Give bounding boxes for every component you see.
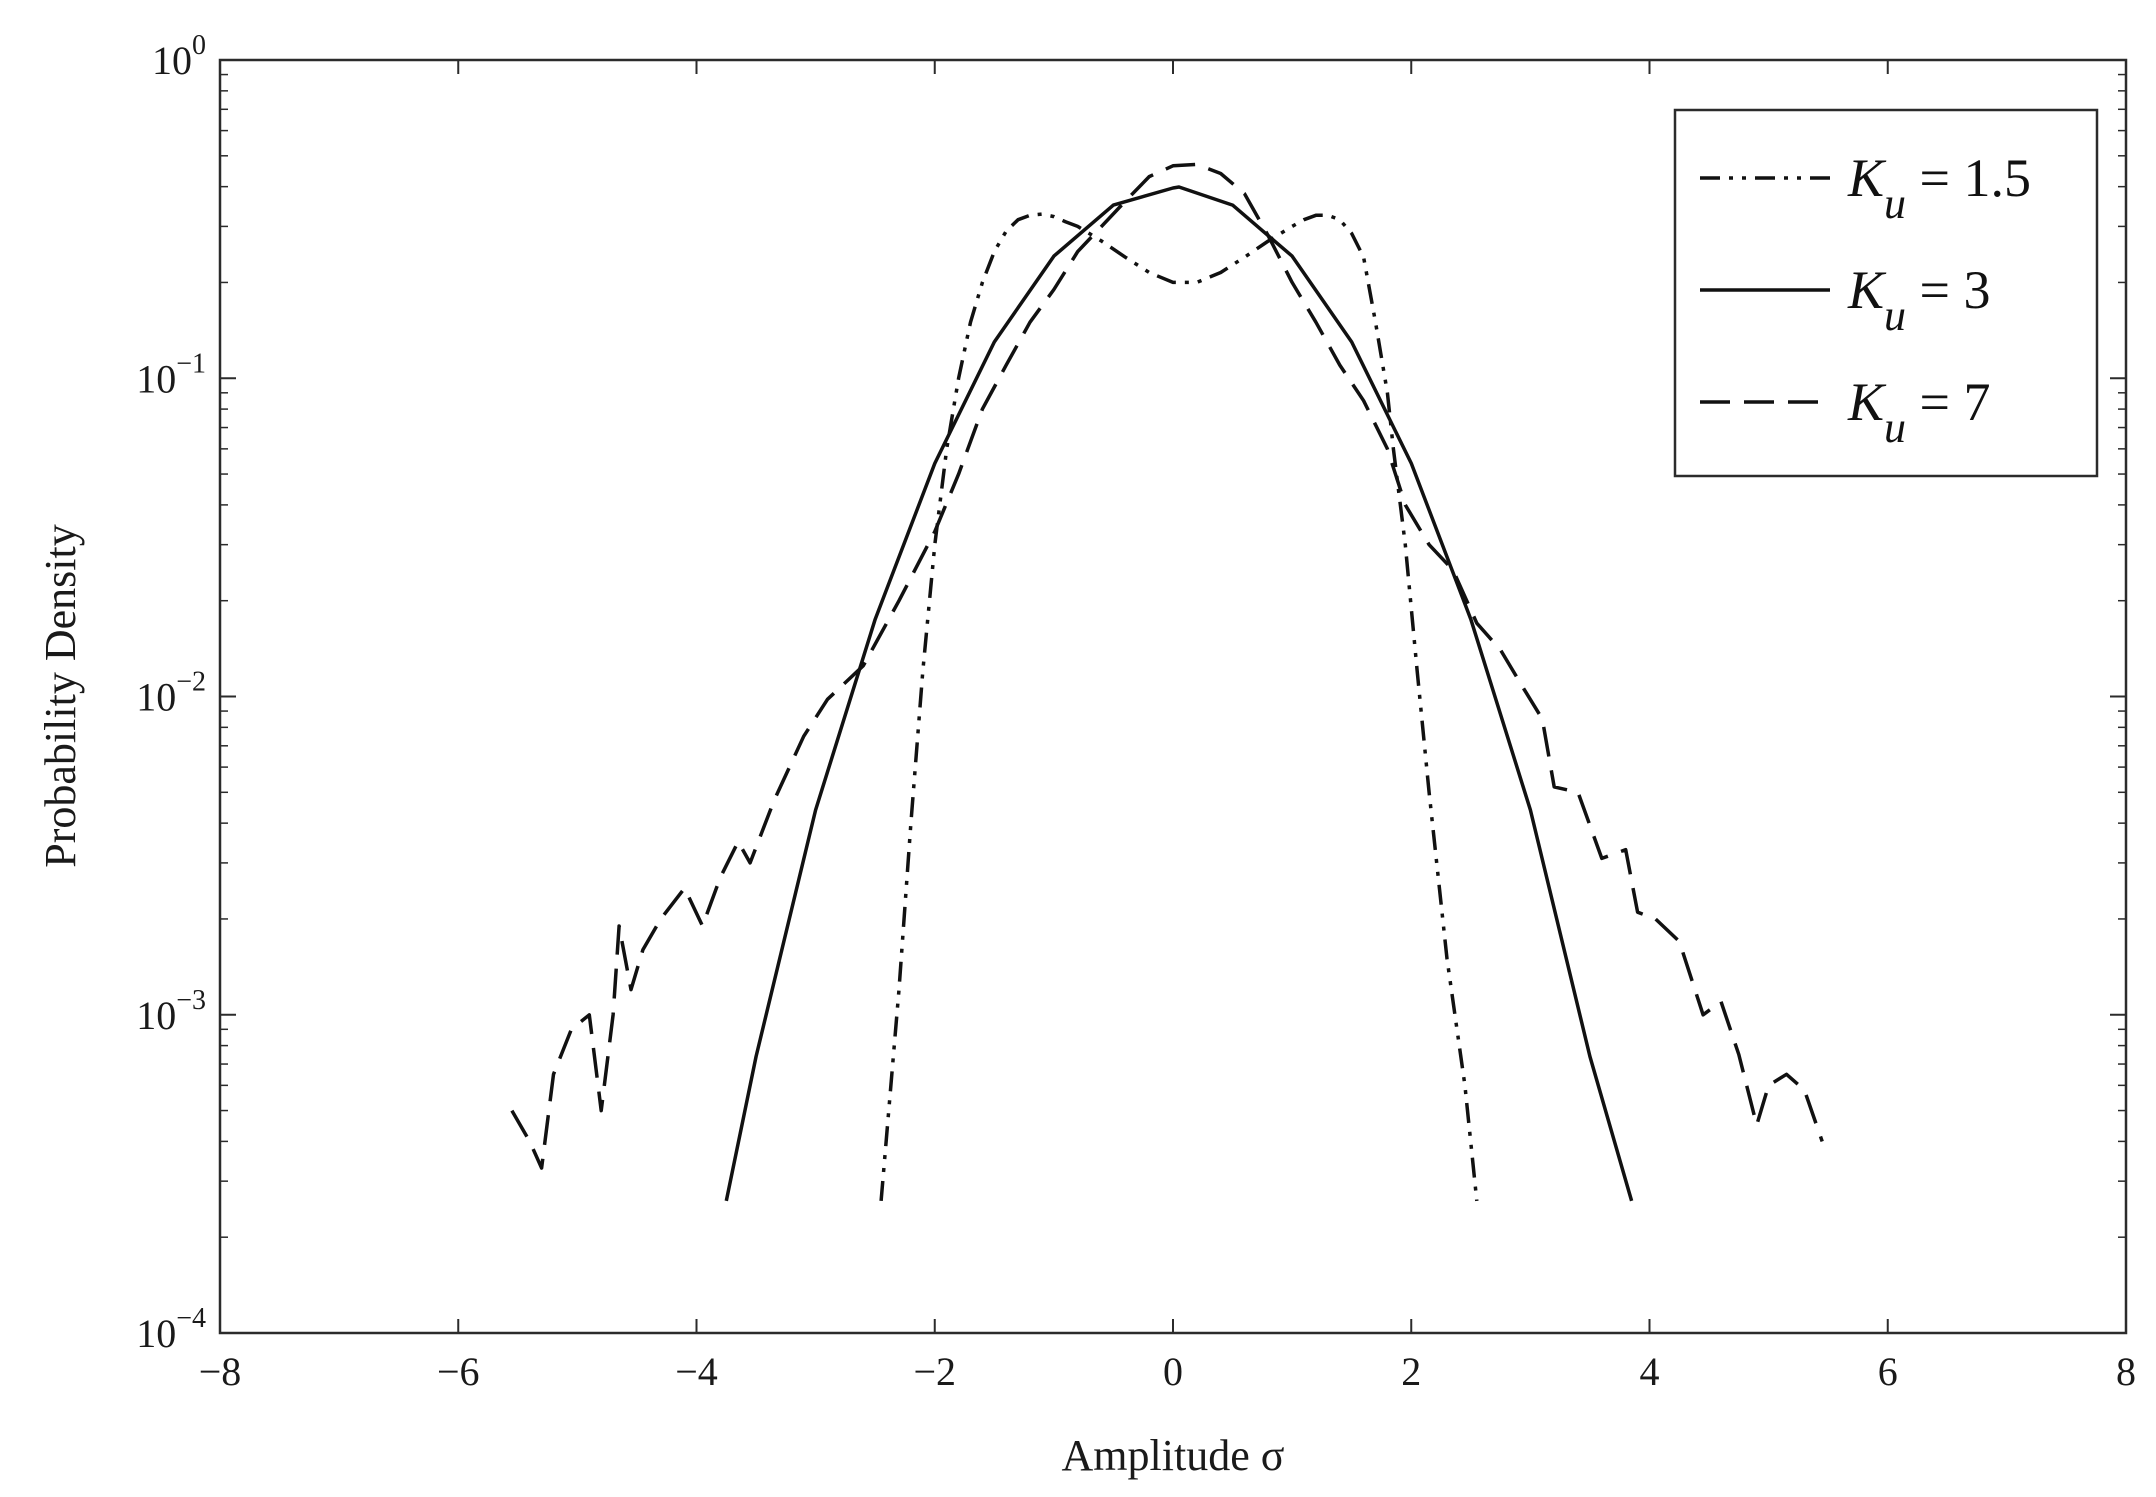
y-tick-base: 10 [136,356,176,401]
y-tick-label: 10−4 [136,1303,206,1356]
x-axis-title: Amplitude σ [1062,1431,1285,1480]
y-tick-base: 10 [136,675,176,720]
legend-label: Ku = 7 [1847,372,1991,452]
series-line-3 [510,162,1824,1170]
x-tick-label: 4 [1640,1349,1660,1394]
y-tick-label: 100 [152,30,206,83]
legend-subscript: u [1884,291,1906,340]
series-layer [510,162,1824,1202]
legend-value: = 7 [1906,372,1990,432]
x-tick-label: 6 [1878,1349,1898,1394]
x-tick-label: 8 [2116,1349,2136,1394]
x-tick-label: −2 [913,1349,956,1394]
legend-label: Ku = 3 [1847,260,1991,340]
legend-label: Ku = 1.5 [1847,148,2031,228]
y-tick-exponent: −2 [176,667,206,698]
legend-box [1673,108,2099,478]
legend-subscript: u [1884,179,1906,228]
y-tick-base: 10 [136,1311,176,1356]
legend-entries: Ku = 1.5Ku = 3Ku = 7 [1700,148,2031,452]
x-tick-label: −4 [675,1349,718,1394]
legend-symbol: K [1847,260,1887,320]
legend-subscript: u [1884,403,1906,452]
axis-ticks [219,59,2127,1334]
y-tick-label: 10−3 [136,985,206,1038]
legend-symbol: K [1847,372,1887,432]
y-tick-exponent: −1 [176,348,206,379]
x-tick-label: 0 [1163,1349,1183,1394]
legend-value: = 1.5 [1906,148,2031,208]
series-line-1 [879,212,1479,1202]
y-tick-base: 10 [152,38,192,83]
y-tick-label: 10−2 [136,667,206,720]
legend: Ku = 1.5Ku = 3Ku = 7 [1673,108,2099,478]
x-tick-label: −8 [199,1349,242,1394]
y-tick-label: 10−1 [136,348,206,401]
series-line-2 [724,185,1634,1202]
legend-value: = 3 [1906,260,1990,320]
y-tick-exponent: −3 [176,985,206,1016]
legend-symbol: K [1847,148,1887,208]
y-tick-exponent: 0 [192,30,206,61]
x-tick-label: 2 [1401,1349,1421,1394]
y-axis-title: Probability Density [36,524,85,867]
y-tick-base: 10 [136,993,176,1038]
x-tick-labels: −8 −6 −4 −2 0 2 4 6 8 [199,1349,2136,1394]
y-tick-exponent: −4 [176,1303,206,1334]
x-tick-label: −6 [437,1349,480,1394]
